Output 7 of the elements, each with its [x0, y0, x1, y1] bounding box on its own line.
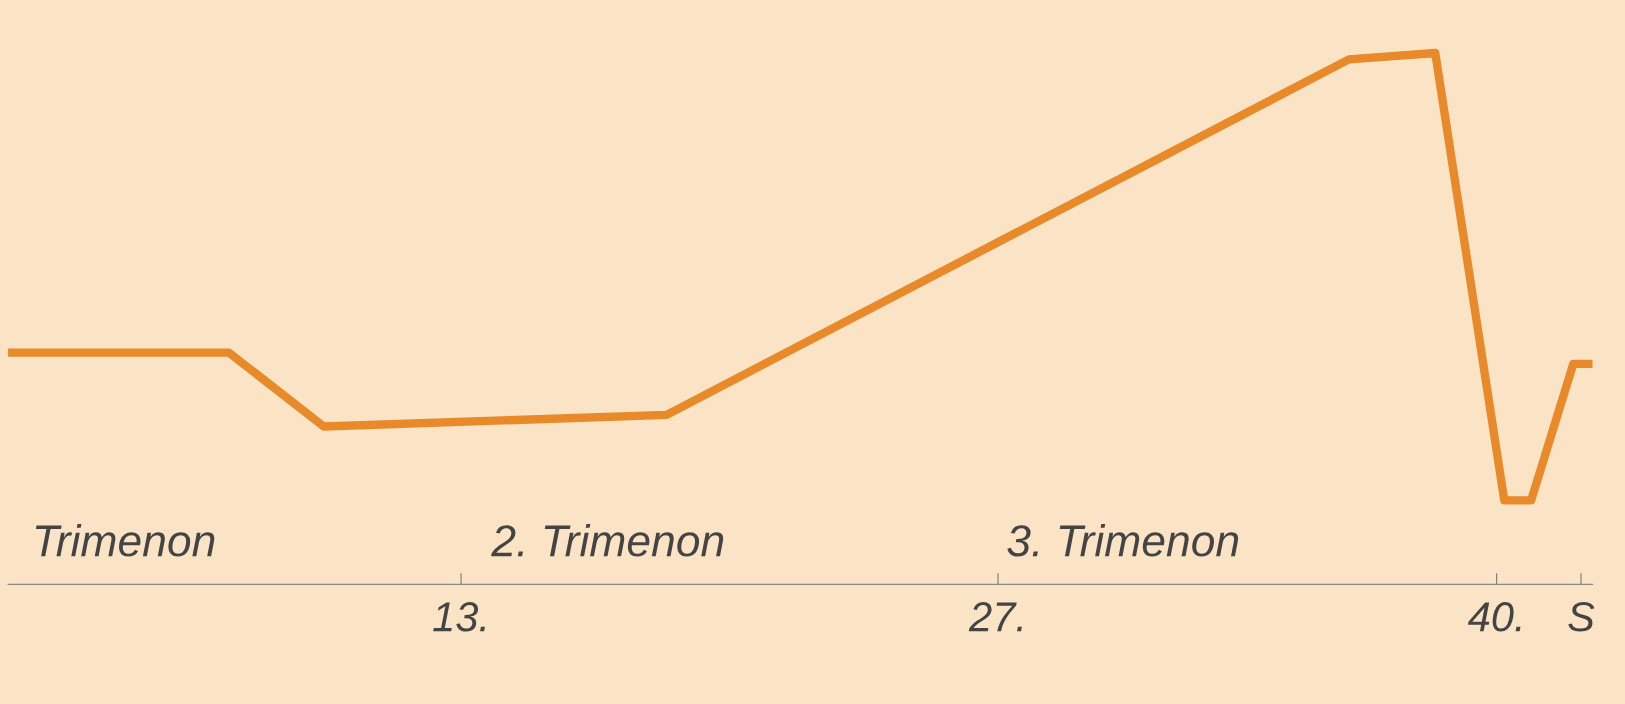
annotation: 3. Trimenon [1007, 523, 1239, 557]
annotation: Trimenon [35, 523, 215, 557]
x-tick-label: 27. [968, 602, 1022, 632]
x-tick-label: 13. [433, 602, 485, 632]
x-tick-label: 40. [1467, 602, 1521, 632]
annotation: 2. Trimenon [491, 523, 724, 557]
x-tick-label: S [1568, 602, 1595, 632]
